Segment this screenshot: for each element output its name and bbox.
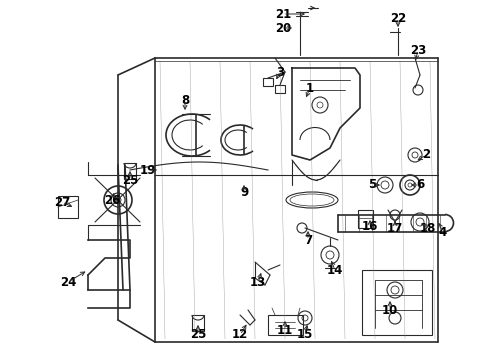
Text: 17: 17 — [387, 221, 403, 234]
Bar — [362, 270, 432, 335]
Text: 20: 20 — [275, 22, 291, 35]
Text: 25: 25 — [190, 328, 206, 342]
Text: 14: 14 — [327, 264, 343, 276]
Bar — [58, 196, 78, 218]
Text: 24: 24 — [60, 275, 76, 288]
Text: 5: 5 — [368, 179, 376, 192]
Text: 1: 1 — [306, 81, 314, 94]
Bar — [192, 315, 204, 331]
Text: 9: 9 — [240, 186, 248, 199]
Text: 18: 18 — [420, 221, 436, 234]
Text: 4: 4 — [439, 225, 447, 238]
Bar — [268, 315, 303, 335]
Text: 10: 10 — [382, 303, 398, 316]
Text: 16: 16 — [362, 220, 378, 234]
Bar — [263, 78, 273, 86]
Text: 2: 2 — [422, 148, 430, 162]
Ellipse shape — [286, 192, 338, 208]
Bar — [358, 210, 373, 228]
Text: 25: 25 — [122, 174, 138, 186]
Text: 27: 27 — [54, 195, 70, 208]
Text: 26: 26 — [104, 194, 120, 207]
Bar — [124, 163, 136, 179]
Text: 7: 7 — [304, 234, 312, 247]
Text: 23: 23 — [410, 44, 426, 57]
Text: 8: 8 — [181, 94, 189, 107]
Text: 22: 22 — [390, 12, 406, 24]
Text: 13: 13 — [250, 276, 266, 289]
Text: 3: 3 — [276, 66, 284, 78]
Ellipse shape — [290, 194, 334, 206]
Text: 21: 21 — [275, 8, 291, 21]
Text: 12: 12 — [232, 328, 248, 342]
Text: 11: 11 — [277, 324, 293, 337]
Text: 19: 19 — [140, 163, 156, 176]
Bar — [275, 85, 285, 93]
Text: 6: 6 — [416, 179, 424, 192]
Text: 15: 15 — [297, 328, 313, 342]
